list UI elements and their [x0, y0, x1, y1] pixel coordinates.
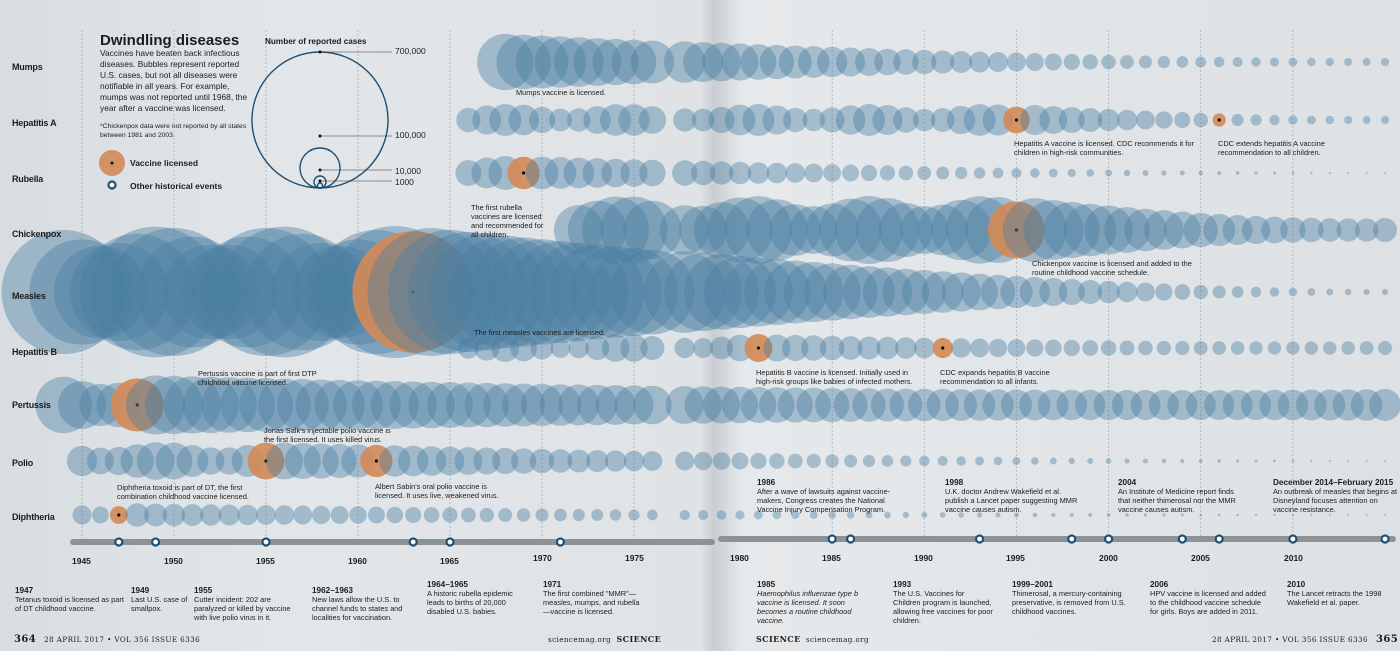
row-label-polio: Polio	[12, 458, 33, 468]
legend-other-events: Other historical events	[130, 181, 223, 191]
event-2006: 2006 HPV vaccine is licensed and added to…	[1150, 580, 1266, 616]
event-1999-2001: 1999–2001 Thimerosal, a mercury-containin…	[1012, 580, 1126, 616]
row-label-hepatitis-b: Hepatitis B	[12, 347, 57, 357]
chart-title: Dwindling diseases	[100, 32, 240, 49]
annotation-hepatitis-a-licensed: Hepatitis A vaccine is licensed. CDC rec…	[1014, 139, 1194, 157]
footer-right: 28 APRIL 2017 • VOL 356 ISSUE 6336 365	[1212, 634, 1399, 645]
event-2014-2015: December 2014–February 2015 An outbreak o…	[1273, 478, 1398, 514]
size-legend-10000: 10,000	[395, 166, 421, 176]
annotation-chickenpox: Chickenpox vaccine is licensed and added…	[1032, 259, 1192, 277]
event-1986: 1986 After a wave of lawsuits against vac…	[757, 478, 891, 514]
event-1993: 1993 The U.S. Vaccines for Children progr…	[893, 580, 993, 625]
footer-left: 364 28 APRIL 2017 • VOL 356 ISSUE 6336	[14, 634, 201, 645]
annotation-polio-salk: Jonas Salk's injectable polio vaccine is…	[264, 426, 391, 444]
event-2010: 2010 The Lancet retracts the 1998 Wakefie…	[1287, 580, 1382, 607]
size-legend-700000: 700,000	[395, 46, 426, 56]
tick-1980: 1980	[730, 553, 749, 563]
annotation-measles: The first measles vaccines are licensed.	[474, 328, 606, 337]
annotation-hepatitis-a-extended: CDC extends hepatitis A vaccine recommen…	[1218, 139, 1325, 157]
tick-1995: 1995	[1006, 553, 1025, 563]
event-1949: 1949 Last U.S. case of smallpox.	[131, 586, 188, 613]
legend-vaccine-licensed: Vaccine licensed	[130, 158, 199, 168]
row-label-chickenpox: Chickenpox	[12, 229, 62, 239]
tick-2005: 2005	[1191, 553, 1210, 563]
footer-right-brand: SCIENCE sciencemag.org	[756, 634, 870, 644]
size-legend-1000: 1000	[395, 177, 414, 187]
annotation-diphtheria: Diphtheria toxoid is part of DT, the fir…	[117, 483, 249, 501]
tick-1950: 1950	[164, 556, 183, 566]
tick-2000: 2000	[1099, 553, 1118, 563]
tick-1970: 1970	[533, 553, 552, 563]
tick-2010: 2010	[1284, 553, 1303, 563]
size-legend-100000: 100,000	[395, 130, 426, 140]
event-1971: 1971 The first combined "MMR"—measles, mu…	[543, 580, 640, 616]
row-label-diphtheria: Diphtheria	[12, 512, 55, 522]
chart-intro: Vaccines have beaten back infectious dis…	[100, 48, 248, 113]
tick-1985: 1985	[822, 553, 841, 563]
event-1998: 1998 U.K. doctor Andrew Wakefield et al. …	[945, 478, 1078, 514]
tick-1945: 1945	[72, 556, 91, 566]
tick-1990: 1990	[914, 553, 933, 563]
size-legend-title: Number of reported cases	[265, 37, 367, 46]
event-2004: 2004 An Institute of Medicine report find…	[1118, 478, 1236, 514]
event-1964-1965: 1964–1965 A historic rubella epidemic lea…	[427, 580, 513, 616]
tick-1965: 1965	[440, 556, 459, 566]
annotation-pertussis: Pertussis vaccine is part of first DTP c…	[198, 369, 317, 387]
chickenpox-footnote: *Chickenpox data were not reported by al…	[100, 123, 247, 139]
row-label-pertussis: Pertussis	[12, 400, 51, 410]
tick-1955: 1955	[256, 556, 275, 566]
event-1985: 1985 Haemophilus influenzae type b vaccin…	[757, 580, 859, 625]
row-label-hepatitis-a: Hepatitis A	[12, 118, 57, 128]
row-label-mumps: Mumps	[12, 62, 43, 72]
row-label-rubella: Rubella	[12, 174, 44, 184]
annotation-rubella: The first rubella vaccines are licensed …	[471, 203, 544, 239]
annotation-mumps: Mumps vaccine is licensed.	[516, 88, 606, 97]
annotation-polio-sabin: Albert Sabin's oral polio vaccine is lic…	[375, 482, 499, 500]
row-label-measles: Measles	[12, 291, 46, 301]
annotation-hepatitis-b-licensed: Hepatitis B vaccine is licensed. Initial…	[756, 368, 913, 386]
event-1962-1963: 1962–1963 New laws allow the U.S. to chan…	[312, 586, 403, 622]
tick-1960: 1960	[348, 556, 367, 566]
event-1955: 1955 Cutter incident: 202 are paralyzed o…	[194, 586, 291, 622]
annotation-hepatitis-b-expanded: CDC expands hepatitis B vaccine recommen…	[940, 368, 1050, 386]
tick-1975: 1975	[625, 553, 644, 563]
footer-left-brand: sciencemag.org SCIENCE	[548, 634, 662, 644]
event-1947: 1947 Tetanus toxoid is licensed as part o…	[15, 586, 124, 613]
